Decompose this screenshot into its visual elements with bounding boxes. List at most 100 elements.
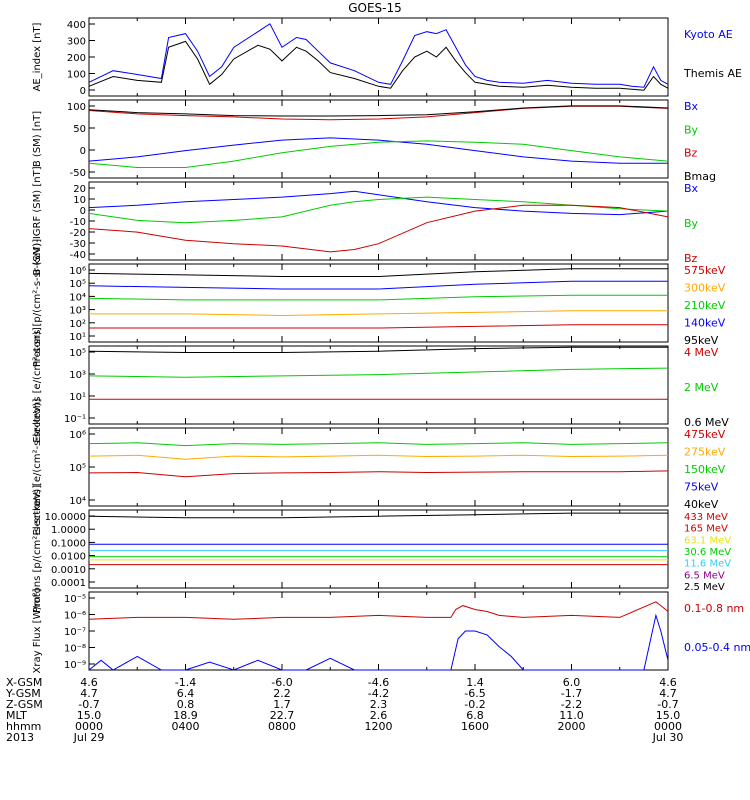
- ephemeris-cell: 18.9: [173, 709, 198, 722]
- y-tick-label: 0: [80, 146, 86, 157]
- legend-entry: Bmag: [684, 170, 716, 183]
- ephemeris-cell: 1200: [365, 720, 393, 733]
- series-575kev: [88, 268, 668, 277]
- ephemeris-table: X-GSMY-GSMZ-GSMMLThhmm20134.64.7-0.715.0…: [5, 676, 683, 744]
- ephemeris-cell: 22.7: [270, 709, 295, 722]
- series-by: [88, 196, 669, 224]
- panel-ae: 400 300 200 100 0 AE_index [nT] Kyoto AE Themis…: [32, 17, 742, 97]
- y-tick-label: -30: [70, 239, 86, 250]
- y-tick-label: 10⁶: [69, 430, 86, 441]
- y-tick-label: 10⁵: [69, 279, 86, 290]
- ephemeris-cell: 6.0: [563, 676, 581, 689]
- ephemeris-cell: 1600: [461, 720, 489, 733]
- y-tick-label: 100: [67, 102, 86, 113]
- ephemeris-cell: 0800: [268, 720, 296, 733]
- y-tick-label: 1.0000: [51, 525, 86, 536]
- ephemeris-cell: 6.8: [466, 709, 484, 722]
- legend-entry: Themis AE: [683, 67, 742, 80]
- series-0-1-0-8-nm: [88, 601, 669, 620]
- ephemeris-cell: 15.0: [77, 709, 102, 722]
- y-tick-label: 10⁻⁸: [64, 644, 86, 655]
- y-tick-label: 10³: [69, 370, 86, 381]
- y-tick-label: 10⁻¹: [64, 414, 86, 425]
- ephemeris-cell: Jul 30: [652, 731, 684, 744]
- y-tick-label: 10⁵: [69, 348, 86, 359]
- y-tick-label: 0.0010: [51, 565, 86, 576]
- ephemeris-row-label: 2013: [6, 731, 34, 744]
- ephemeris-cell: -1.4: [175, 676, 196, 689]
- ephemeris-cell: 4.6: [80, 676, 98, 689]
- series-bx: [88, 137, 668, 164]
- ephemeris-cell: -0.7: [657, 698, 678, 711]
- legend-entry: 0.05-0.4 nm: [684, 641, 750, 654]
- y-axis-label: AE_index [nT]: [32, 22, 43, 91]
- series-300kev: [88, 280, 668, 290]
- series-140kev: [89, 310, 668, 317]
- legend-entry: Bz: [684, 252, 698, 265]
- y-tick-label: 300: [67, 37, 86, 48]
- legend-entry: By: [684, 123, 699, 136]
- ephemeris-row-label: X-GSM: [6, 676, 42, 689]
- legend-entry: 433 MeV: [684, 512, 728, 523]
- series-95kev: [89, 324, 668, 329]
- series-2-mev: [88, 367, 669, 378]
- y-tick-label: 10⁻⁶: [64, 611, 86, 622]
- series-themis-ae: [88, 40, 669, 91]
- ephemeris-cell: -4.6: [368, 676, 389, 689]
- series-bz: [88, 105, 669, 121]
- ephemeris-cell: 0400: [172, 720, 200, 733]
- ephemeris-row-label: MLT: [6, 709, 27, 722]
- ephemeris-cell: 6.4: [177, 687, 195, 700]
- legend-entry: 11.6 MeV: [684, 559, 731, 570]
- panel-electrons2: 10⁶ 10⁵ 10⁴ Electrons [e/(cm²-s-sr-keV)] 475…: [32, 398, 726, 535]
- legend-entry: Bx: [684, 182, 699, 195]
- series-bmag: [88, 105, 669, 117]
- y-tick-label: 10⁻⁵: [64, 594, 86, 605]
- y-tick-label: 10⁻⁷: [64, 627, 86, 638]
- panel-frame: [88, 509, 669, 589]
- y-tick-label: 10.0000: [45, 512, 86, 523]
- y-tick-label: 400: [67, 20, 86, 31]
- y-tick-label: 10²: [69, 319, 86, 330]
- legend-entry: 475keV: [684, 428, 726, 441]
- y-tick-label: 10⁻⁹: [64, 660, 86, 671]
- legend-entry: Kyoto AE: [684, 28, 733, 41]
- series-210kev: [88, 294, 668, 301]
- y-axis-label: Xray Flux [W/m²]: [32, 588, 43, 673]
- y-axis-label: Protons [p/(cm²-s-sr-keV)]: [32, 485, 43, 613]
- series-by: [88, 140, 669, 168]
- legend-entry: 4 MeV: [684, 346, 719, 359]
- series-275kev: [88, 454, 669, 460]
- y-tick-label: 10¹: [69, 392, 86, 403]
- legend-entry: 275keV: [684, 446, 726, 459]
- series-bz: [88, 204, 669, 253]
- ephemeris-row-label: Y-GSM: [5, 687, 41, 700]
- y-axis-label: Electrons [e/(cm²-s-sr)]: [32, 327, 43, 443]
- y-tick-label: 0.0100: [51, 552, 86, 563]
- ephemeris-cell: 0000: [75, 720, 103, 733]
- series-bx: [88, 190, 669, 216]
- y-tick-label: 10⁵: [69, 463, 86, 474]
- legend-entry: 30.6 MeV: [684, 547, 731, 558]
- y-tick-label: -10: [70, 217, 86, 228]
- legend-entry: 0.6 MeV: [684, 416, 729, 429]
- ephemeris-cell: 15.0: [656, 709, 681, 722]
- y-tick-label: 50: [73, 124, 86, 135]
- legend-entry: Bz: [684, 147, 698, 160]
- legend-entry: 6.5 MeV: [684, 570, 725, 581]
- legend-entry: 210keV: [684, 299, 726, 312]
- ephemeris-cell: -6.0: [271, 676, 292, 689]
- ephemeris-cell: 0.8: [177, 698, 195, 711]
- ephemeris-cell: -4.2: [368, 687, 389, 700]
- series-433-mev: [88, 512, 668, 519]
- y-tick-label: -20: [70, 228, 86, 239]
- ephemeris-cell: 1.4: [466, 676, 484, 689]
- series-kyoto-ae: [88, 23, 669, 88]
- ephemeris-cell: 4.7: [659, 687, 677, 700]
- ephemeris-cell: -0.7: [78, 698, 99, 711]
- y-tick-label: 100: [67, 70, 86, 81]
- panel-frame: [88, 591, 669, 671]
- ephemeris-cell: 1.7: [273, 698, 291, 711]
